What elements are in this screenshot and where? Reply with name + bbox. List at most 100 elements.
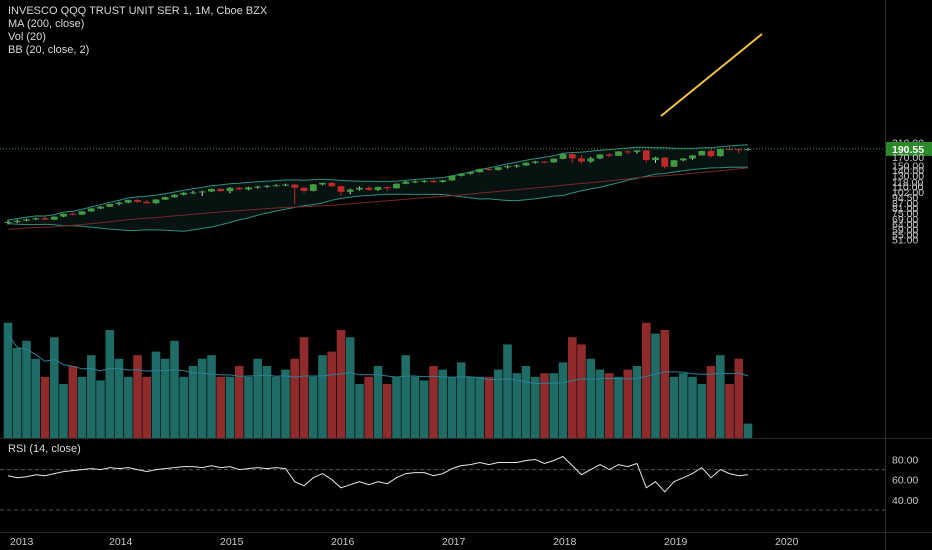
volume-bar: [512, 373, 522, 438]
volume-bar: [475, 376, 484, 438]
volume-bar: [697, 384, 707, 438]
price-tick-label: 59.00: [892, 225, 918, 237]
legend-symbol-title: INVESCO QQQ TRUST UNIT SER 1, 1M, Cboe B…: [8, 5, 268, 17]
price-tick-label: 140.00: [892, 165, 924, 177]
volume-bar: [484, 376, 494, 438]
volume-bar: [355, 384, 364, 438]
candle-body: [633, 150, 641, 152]
candle-body: [337, 186, 345, 192]
volume-bar: [493, 369, 503, 438]
volume-bar: [59, 384, 68, 438]
candle-body: [263, 185, 271, 187]
volume-pane: [3, 322, 753, 438]
candle-body: [180, 192, 188, 195]
candle-body: [457, 173, 465, 176]
time-axis[interactable]: 2013 2014 2015 2016 2017 2018 2019 2020: [10, 536, 799, 548]
price-tick-label: 81.00: [892, 203, 918, 215]
price-tick-label: 110.00: [892, 182, 923, 194]
candle-body: [69, 213, 77, 215]
volume-bar: [50, 337, 59, 438]
volume-bar: [3, 322, 13, 438]
candle-body: [568, 154, 576, 159]
bollinger-lower-line: [7, 166, 749, 232]
price-tick-label: 118.00: [892, 177, 923, 189]
price-tick-label: 51.00: [892, 235, 918, 247]
volume-bar: [595, 369, 605, 438]
volume-bar: [373, 366, 383, 438]
volume-bar: [605, 373, 614, 438]
volume-bar: [364, 376, 373, 438]
candle-body: [13, 220, 21, 222]
volume-bar: [133, 355, 142, 438]
candle-body: [106, 204, 114, 207]
candles: [4, 147, 752, 225]
candle-body: [134, 200, 141, 202]
candle-body: [32, 218, 40, 220]
price-tick-label: 150.00: [892, 160, 924, 172]
volume-bar: [540, 373, 549, 438]
candle-body: [115, 202, 123, 204]
candle-body: [282, 184, 289, 186]
candle-body: [328, 182, 336, 187]
candle-body: [596, 154, 604, 159]
volume-bar: [68, 366, 78, 438]
volume-bar: [234, 366, 244, 438]
candle-body: [60, 213, 67, 217]
price-tick-label: 75.00: [892, 208, 918, 220]
candle-body: [272, 185, 280, 187]
volume-bar: [142, 376, 151, 438]
candle-body: [124, 200, 132, 203]
price-tick-label: 170.00: [892, 152, 924, 164]
candle-body: [735, 149, 743, 151]
legend-rsi[interactable]: RSI (14, close): [8, 443, 81, 455]
volume-bar: [22, 340, 31, 438]
legend-volume[interactable]: Vol (20): [8, 31, 46, 43]
volume-bar: [586, 358, 596, 438]
rsi-tick-label: 60.00: [892, 475, 918, 487]
candle-body: [679, 158, 687, 161]
volume-bar: [660, 330, 670, 438]
candle-body: [319, 182, 326, 185]
volume-bar: [669, 376, 679, 438]
volume-bar: [207, 355, 216, 438]
legend-ma[interactable]: MA (200, close): [8, 18, 85, 30]
volume-bar: [614, 376, 623, 438]
candle-body: [208, 189, 215, 192]
candle-body: [356, 187, 363, 190]
candle-body: [522, 162, 530, 166]
volume-bar: [345, 337, 355, 438]
candle-body: [97, 206, 104, 209]
candle-body: [402, 181, 410, 184]
time-tick-label: 2019: [664, 536, 688, 548]
volume-bar: [410, 376, 420, 438]
volume-bar: [382, 384, 392, 438]
candle-body: [254, 186, 262, 188]
candle-body: [744, 149, 752, 150]
candle-body: [578, 158, 585, 162]
candle-body: [4, 221, 12, 223]
candle-body: [383, 187, 391, 189]
volume-bar: [12, 348, 22, 438]
volume-bar: [521, 366, 531, 438]
volume-bar: [706, 366, 716, 438]
time-tick-label: 2020: [775, 536, 799, 548]
rsi-pane: [0, 455, 885, 511]
volume-bar: [419, 380, 429, 438]
legend-bollinger[interactable]: BB (20, close, 2): [8, 44, 90, 56]
time-tick-label: 2015: [220, 536, 244, 548]
candle-body: [235, 187, 243, 190]
volume-bar: [105, 330, 115, 438]
volume-bar: [225, 376, 235, 438]
candle-body: [420, 180, 428, 182]
candle-body: [439, 180, 447, 182]
volume-bar: [299, 337, 309, 438]
volume-bar: [253, 358, 262, 438]
price-axis[interactable]: 210.00190.55170.00150.00140.00130.00118.…: [886, 137, 932, 507]
candle-body: [587, 158, 595, 162]
volume-bar: [170, 340, 179, 438]
price-tick-label: 130.00: [892, 170, 924, 182]
volume-bar: [77, 376, 87, 438]
bollinger-upper-line: [7, 144, 749, 221]
volume-bar: [197, 358, 207, 438]
